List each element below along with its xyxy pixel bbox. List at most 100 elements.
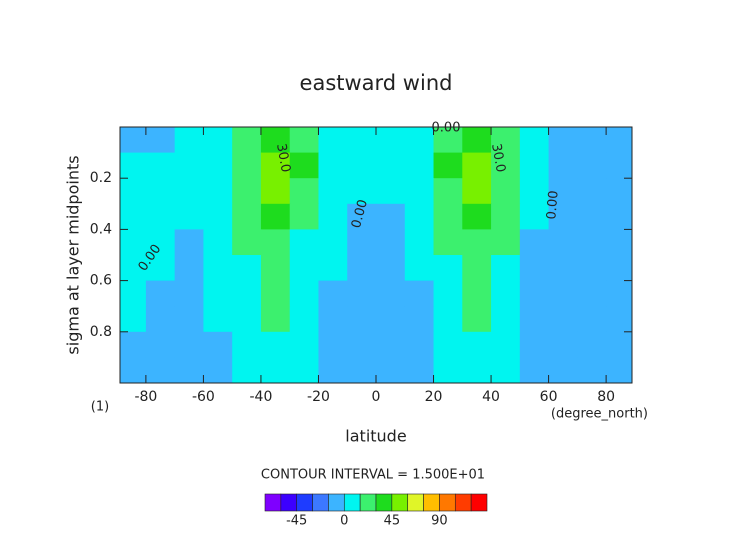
- field-cell: [404, 152, 435, 179]
- field-cell: [404, 178, 435, 205]
- x-tick-label: 40: [482, 389, 500, 405]
- field-cell: [347, 229, 377, 256]
- contour-interval-note: CONTOUR INTERVAL = 1.500E+01: [261, 468, 485, 483]
- x-tick-label: -20: [307, 389, 330, 405]
- field-cell: [347, 152, 377, 179]
- y-tick-label: 0.6: [90, 273, 112, 289]
- field-cell: [120, 203, 147, 230]
- field-cell: [519, 306, 550, 333]
- field-cell: [376, 127, 406, 154]
- field-cell: [289, 255, 320, 282]
- colorbar-cell: [280, 493, 298, 512]
- field-cell: [376, 203, 406, 230]
- field-cell: [462, 229, 492, 256]
- field-cell: [232, 229, 262, 256]
- field-cell: [203, 152, 233, 179]
- field-cell: [404, 331, 435, 358]
- field-cell: [260, 229, 291, 256]
- field-cell: [347, 280, 377, 307]
- field-cell: [289, 306, 320, 333]
- colorbar-cell: [391, 493, 409, 512]
- field-cell: [462, 331, 492, 358]
- x-tick-label: 0: [372, 389, 381, 405]
- field-cell: [145, 127, 176, 154]
- field-cell: [491, 203, 521, 230]
- field-cell: [606, 255, 632, 282]
- colorbar-cell: [407, 493, 424, 512]
- field-cell: [232, 280, 262, 307]
- field-cell: [120, 357, 147, 383]
- field-cell: [606, 306, 632, 333]
- field-cell: [462, 178, 492, 205]
- field-cell: [519, 127, 550, 154]
- field-cell: [404, 280, 435, 307]
- field-cell: [232, 178, 262, 205]
- colorbar-tick-label: 0: [340, 514, 348, 529]
- field-cell: [347, 203, 377, 230]
- field-cell: [376, 178, 406, 205]
- field-cell: [548, 229, 578, 256]
- x-tick-label: -40: [250, 389, 273, 405]
- field-cell: [174, 127, 205, 154]
- field-cell: [174, 255, 205, 282]
- field-cell: [318, 357, 348, 383]
- field-cell: [260, 178, 291, 205]
- field-cell: [120, 255, 147, 282]
- x-tick-label: 80: [597, 389, 615, 405]
- field-cell: [404, 203, 435, 230]
- field-cell: [289, 127, 320, 154]
- colorbar-cell: [375, 493, 393, 512]
- field-cell: [491, 331, 521, 358]
- field-cell: [120, 306, 147, 333]
- field-cell: [462, 255, 492, 282]
- field-cell: [318, 331, 348, 358]
- colorbar-cell: [343, 493, 361, 512]
- field-cell: [203, 357, 233, 383]
- colorbar-cell: [454, 493, 472, 512]
- field-cell: [120, 127, 147, 154]
- field-cell: [548, 127, 578, 154]
- field-cell: [174, 229, 205, 256]
- field-cell: [491, 127, 521, 154]
- colorbar-cell: [423, 493, 440, 512]
- field-cell: [404, 255, 435, 282]
- field-cell: [260, 203, 291, 230]
- field-cell: [519, 357, 550, 383]
- field-cell: [606, 178, 632, 205]
- field-cell: [203, 331, 233, 358]
- field-cell: [174, 306, 205, 333]
- field-cell: [232, 331, 262, 358]
- field-cell: [548, 306, 578, 333]
- field-cell: [519, 331, 550, 358]
- field-cell: [462, 203, 492, 230]
- field-cell: [120, 152, 147, 179]
- field-cell: [289, 229, 320, 256]
- field-cell: [577, 306, 607, 333]
- field-cell: [462, 127, 492, 154]
- field-cell: [347, 306, 377, 333]
- field-cell: [318, 255, 348, 282]
- field-cell: [203, 306, 233, 333]
- field-cell: [606, 229, 632, 256]
- field-cell: [376, 255, 406, 282]
- field-cell: [404, 127, 435, 154]
- field-cell: [120, 280, 147, 307]
- field-cell: [606, 357, 632, 383]
- field-cell: [260, 280, 291, 307]
- x-tick-label: -60: [192, 389, 215, 405]
- field-cell: [376, 331, 406, 358]
- field-cell: [260, 152, 291, 179]
- field-cell: [145, 203, 176, 230]
- contour-label: 30.0: [273, 142, 293, 173]
- field-cell: [318, 178, 348, 205]
- field-cell: [174, 357, 205, 383]
- field-cell: [318, 306, 348, 333]
- field-cell: [577, 229, 607, 256]
- field-cell: [203, 229, 233, 256]
- field-cell: [519, 203, 550, 230]
- field-cell: [491, 152, 521, 179]
- field-cell: [318, 203, 348, 230]
- field: [120, 127, 632, 383]
- field-cell: [289, 331, 320, 358]
- field-cell: [145, 280, 176, 307]
